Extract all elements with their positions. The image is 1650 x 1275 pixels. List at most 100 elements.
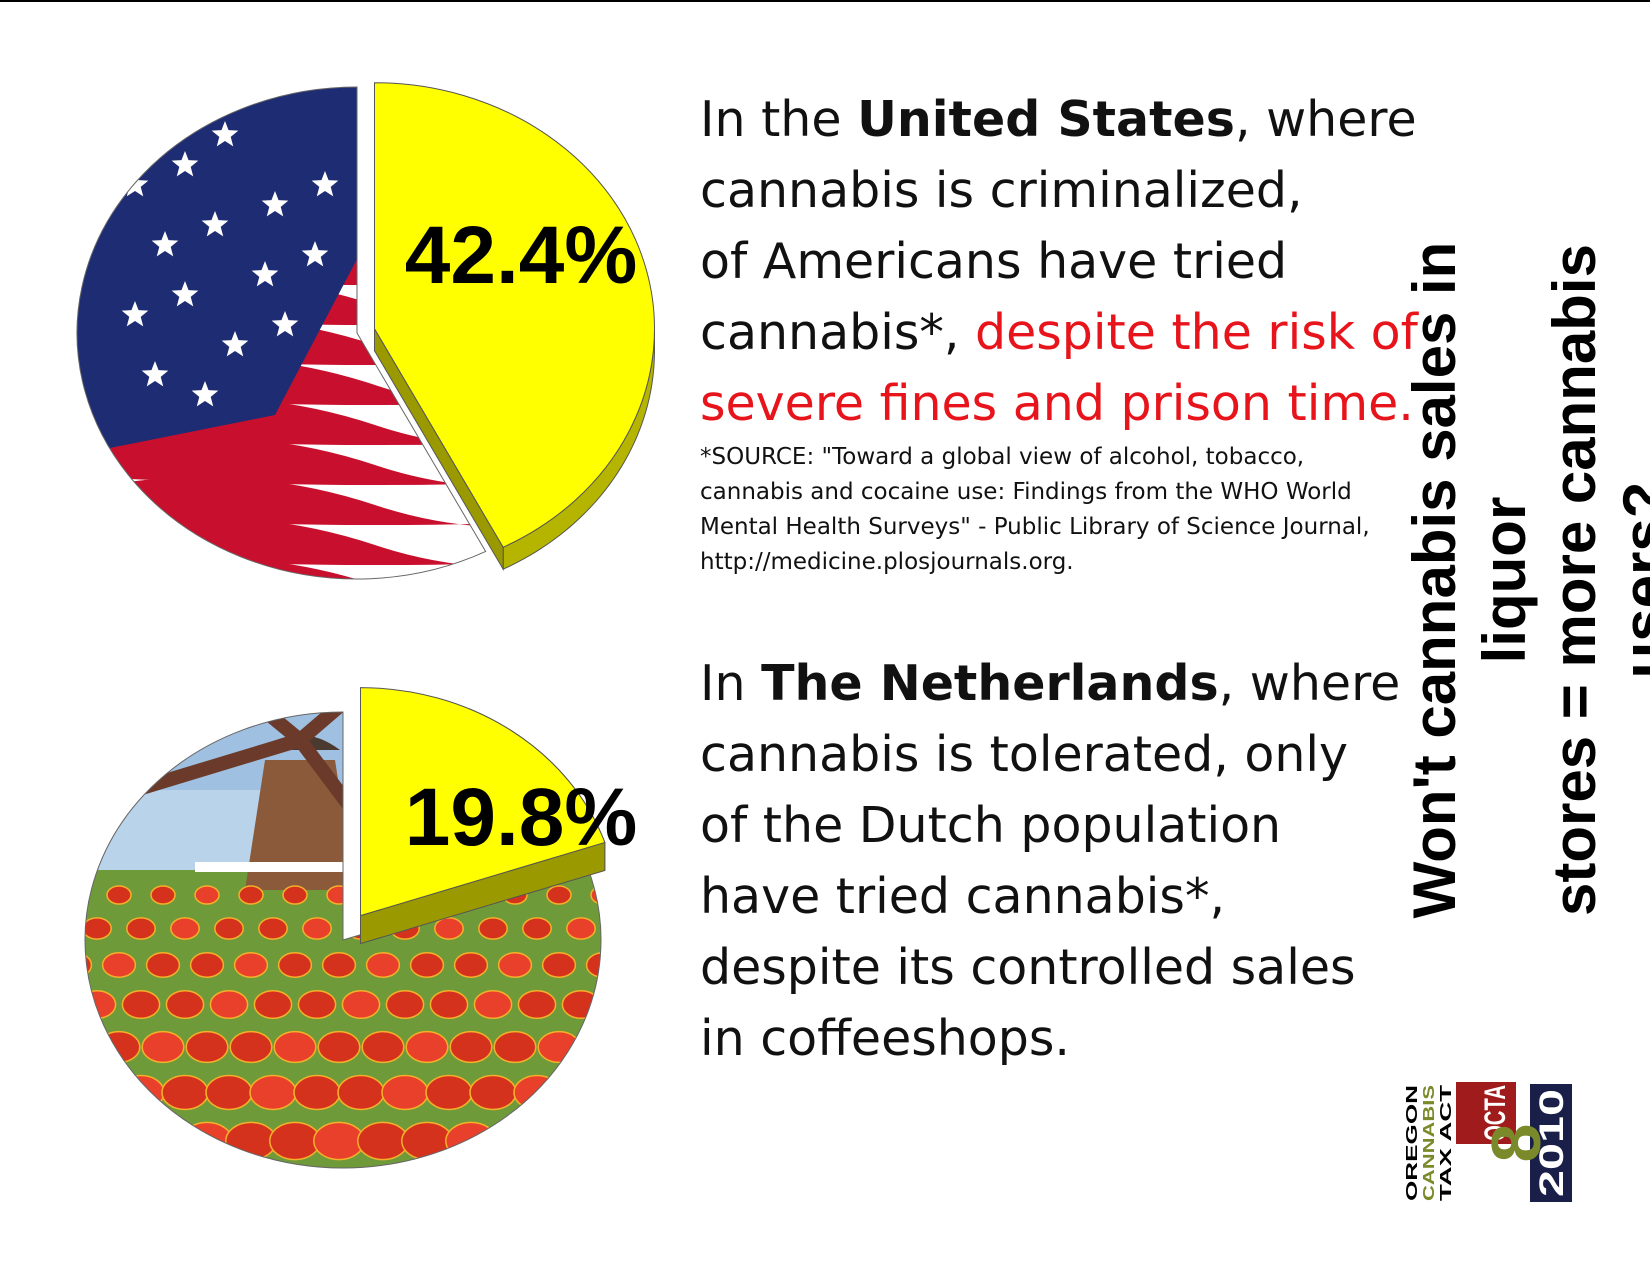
tulip: [202, 1172, 257, 1200]
tulip: [233, 952, 269, 978]
flag-star: [171, 151, 199, 177]
tulip: [84, 1074, 121, 1111]
tulip: [497, 952, 533, 978]
flag-stripe: [75, 597, 675, 615]
tulip: [84, 1030, 97, 1064]
tulip: [611, 918, 639, 939]
logo-tax-act: TAX ACT: [1438, 1085, 1455, 1201]
tulip: [554, 1172, 609, 1200]
tulip: [126, 917, 156, 940]
tulip: [84, 917, 112, 940]
tulip: [141, 1030, 185, 1064]
tulip: [577, 1121, 601, 1161]
side-question-line-1: Won't cannabis sales in liquor: [1401, 241, 1538, 919]
nl-line1-end: , where: [1218, 655, 1401, 712]
octa-2010-logo: OREGON CANNABIS TAX ACT OCTA 2010 8: [1404, 1082, 1572, 1202]
tulip: [635, 886, 659, 904]
tulip: [337, 1074, 385, 1111]
us-pie-highlight-slice: [373, 82, 655, 548]
tulip: [473, 989, 513, 1020]
tulip: [517, 989, 557, 1020]
tulip: [93, 1121, 145, 1161]
nl-line-4: have tried cannabis*,: [700, 868, 1226, 925]
logo-oregon: OREGON: [1404, 1085, 1421, 1201]
nl-line-1: In The Netherlands, where: [700, 648, 1420, 719]
tulip: [522, 917, 552, 940]
logo-year: 2010: [1533, 1089, 1571, 1197]
tulip: [631, 953, 664, 977]
flag-star: [191, 381, 219, 407]
tulip: [297, 989, 337, 1020]
tulip: [75, 1172, 124, 1200]
nl-percent-label: 19.8%: [405, 772, 638, 863]
tulip: [277, 952, 313, 978]
nl-intro: In: [700, 655, 762, 712]
tulip: [170, 917, 200, 940]
nl-pie-highlight-slice: [359, 687, 606, 917]
tulip: [225, 1121, 277, 1161]
tulip: [602, 1076, 648, 1110]
tulip: [655, 918, 675, 939]
tulip: [205, 1074, 253, 1111]
flag-star: [151, 231, 179, 257]
tulip: [84, 885, 88, 905]
tulip: [557, 1074, 601, 1111]
tulip: [598, 1172, 653, 1200]
flag-stripe: [76, 477, 486, 528]
tulip: [185, 1030, 229, 1064]
tulip: [101, 952, 137, 978]
source-citation: *SOURCE: "Toward a global view of alcoho…: [700, 440, 1420, 580]
us-line-3: of Americans have tried: [700, 233, 1288, 290]
tulip: [150, 885, 176, 905]
us-pie-chart: 42.4%: [75, 82, 675, 615]
tulip: [585, 952, 601, 978]
tulip: [541, 952, 577, 978]
nl-line-3: of the Dutch population: [700, 797, 1282, 854]
tulip: [385, 989, 425, 1020]
nl-paragraph: In The Netherlands, where cannabis is to…: [700, 648, 1420, 1074]
tulip: [466, 1172, 521, 1200]
tulip: [489, 1121, 541, 1161]
us-line-1: In the United States, where: [700, 84, 1420, 155]
us-line4-start: cannabis*,: [700, 304, 976, 361]
tulip: [453, 952, 489, 978]
us-country-name: United States: [857, 91, 1235, 148]
tulip: [357, 1121, 409, 1161]
tulip: [317, 1030, 361, 1064]
flag-star: [201, 211, 229, 237]
nl-line-6: in coffeeshops.: [700, 1010, 1070, 1067]
tulip: [249, 1074, 297, 1111]
tulip: [533, 1121, 585, 1161]
tulip: [425, 1074, 473, 1111]
logo-cannabis: CANNABIS: [1421, 1085, 1438, 1201]
tulip: [434, 917, 464, 940]
tulip: [622, 1122, 672, 1159]
tulip: [313, 1121, 365, 1161]
nl-line-5: despite its controlled sales: [700, 939, 1356, 996]
tulip: [326, 885, 352, 905]
tulip: [381, 1074, 429, 1111]
flag-star: [171, 281, 199, 307]
tulip: [606, 991, 643, 1019]
flag-star: [271, 311, 299, 337]
tulip: [165, 989, 205, 1020]
tulip: [365, 952, 401, 978]
tulip: [145, 952, 181, 978]
tulip: [302, 917, 332, 940]
tulip: [334, 1172, 389, 1200]
tulip: [290, 1172, 345, 1200]
nl-line-2: cannabis is tolerated, only: [700, 726, 1349, 783]
tulip: [246, 1172, 301, 1200]
us-percent-label: 42.4%: [405, 210, 638, 301]
logo-eight: 8: [1477, 1124, 1555, 1163]
tulip: [510, 1172, 565, 1200]
tulip: [189, 952, 225, 978]
tulip: [537, 1030, 581, 1064]
tulip: [409, 952, 445, 978]
us-line1-end: , where: [1234, 91, 1417, 148]
tulip: [214, 917, 244, 940]
us-intro: In the: [700, 91, 858, 148]
tulip: [321, 952, 357, 978]
tulip: [405, 1030, 449, 1064]
us-line-4: cannabis*, despite the risk of: [700, 297, 1420, 368]
